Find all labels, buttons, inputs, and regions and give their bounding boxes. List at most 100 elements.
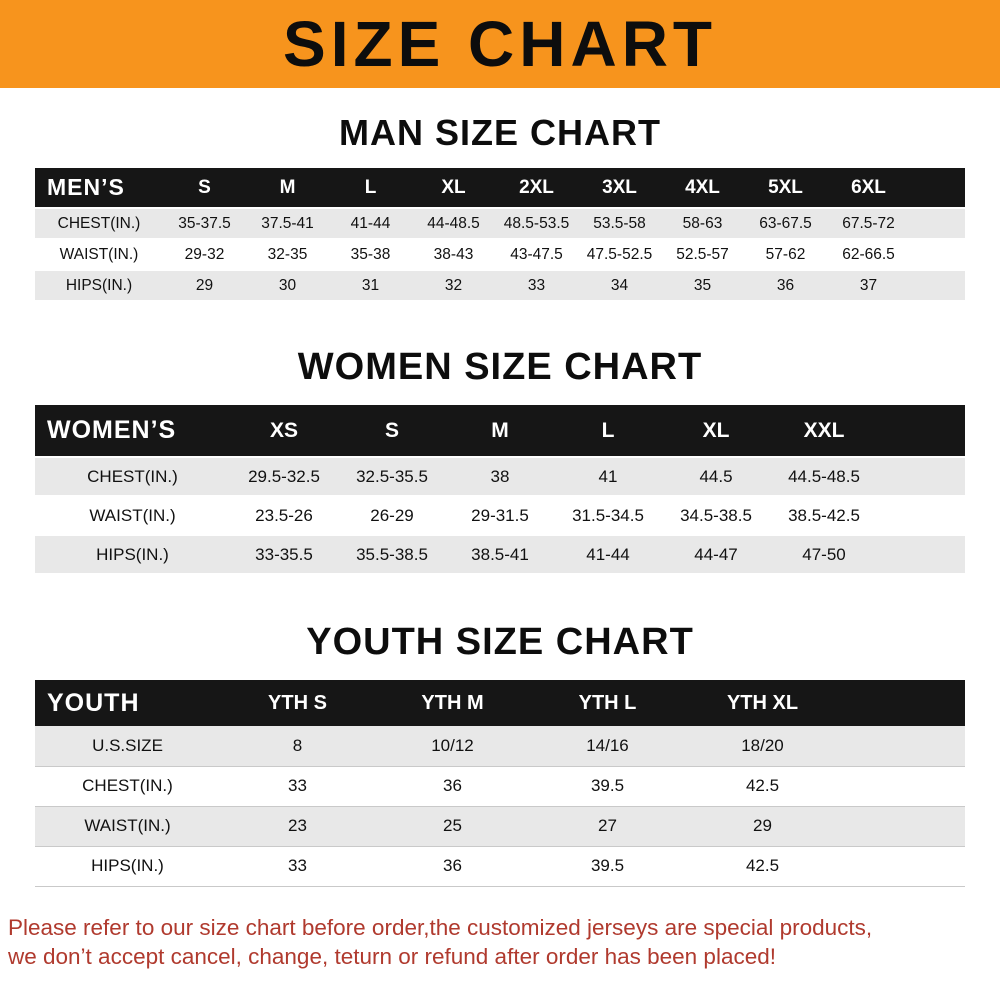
spacer-cell	[840, 846, 965, 886]
spacer-cell	[840, 726, 965, 766]
spacer-cell	[878, 405, 965, 457]
youth-size-col-header: YTH XL	[726, 691, 799, 714]
size-value-cell: 58-63	[682, 214, 723, 232]
men-size-col-header: 4XL	[685, 176, 720, 198]
size-value-cell: 34	[610, 276, 629, 294]
spacer-cell	[910, 168, 965, 208]
women-section-title: WOMEN SIZE CHART	[297, 346, 703, 388]
size-value-cell: 57-62	[765, 245, 806, 263]
size-value-cell: 42.5	[745, 856, 780, 875]
youth-header-row: YOUTH YTH S YTH M YTH L YTH XL	[35, 680, 965, 726]
size-value-cell: 30	[278, 276, 297, 294]
size-value-cell: 8	[292, 735, 303, 755]
size-value-cell: 41-44	[586, 544, 630, 564]
women-size-table: WOMEN’S XS S M L XL XXL CHEST(IN.) 29.5-…	[35, 405, 965, 575]
women-size-col-header: XL	[702, 418, 730, 442]
youth-size-table: YOUTH YTH S YTH M YTH L YTH XL U.S.SIZE …	[35, 680, 965, 887]
women-size-col-header: XXL	[803, 418, 845, 442]
women-header-row: WOMEN’S XS S M L XL XXL	[35, 405, 965, 457]
youth-size-col-header: YTH M	[421, 691, 484, 714]
banner-title: SIZE CHART	[283, 8, 717, 80]
size-value-cell: 32.5-35.5	[356, 466, 428, 486]
spacer-cell	[840, 766, 965, 806]
men-size-col-header: L	[364, 176, 377, 198]
row-label: U.S.SIZE	[92, 735, 163, 755]
men-size-table: MEN’S S M L XL 2XL 3XL 4XL 5XL 6XL CHEST…	[35, 168, 965, 302]
size-value-cell: 29.5-32.5	[248, 466, 320, 486]
notice-line-1: Please refer to our size chart before or…	[8, 914, 873, 940]
row-label: WAIST(IN.)	[59, 245, 139, 263]
size-value-cell: 43-47.5	[510, 245, 563, 263]
size-value-cell: 23	[288, 816, 307, 835]
size-value-cell: 38.5-42.5	[788, 505, 860, 525]
youth-hips-row: HIPS(IN.) 33 36 39.5 42.5	[35, 846, 965, 886]
youth-section-title: YOUTH SIZE CHART	[306, 621, 694, 663]
size-value-cell: 23.5-26	[255, 505, 313, 525]
size-value-cell: 39.5	[590, 776, 625, 795]
size-value-cell: 47-50	[802, 544, 846, 564]
size-value-cell: 29-32	[184, 245, 225, 263]
youth-size-col-header: YTH L	[578, 691, 637, 714]
size-value-cell: 29	[195, 276, 214, 294]
women-size-col-header: L	[601, 418, 615, 442]
men-size-col-header: 2XL	[519, 176, 554, 198]
size-value-cell: 27	[598, 816, 617, 835]
women-chest-row: CHEST(IN.) 29.5-32.5 32.5-35.5 38 41 44.…	[35, 457, 965, 496]
women-corner-label: WOMEN’S	[47, 416, 177, 444]
size-value-cell: 35-37.5	[178, 214, 231, 232]
size-value-cell: 44.5	[699, 466, 733, 486]
size-value-cell: 62-66.5	[842, 245, 895, 263]
youth-corner-label: YOUTH	[47, 688, 140, 717]
size-value-cell: 41-44	[350, 214, 391, 232]
size-value-cell: 33-35.5	[255, 544, 313, 564]
spacer-cell	[840, 806, 965, 846]
size-value-cell: 33	[288, 856, 307, 875]
size-value-cell: 42.5	[745, 776, 780, 795]
size-value-cell: 18/20	[741, 735, 784, 755]
men-chest-row: CHEST(IN.) 35-37.5 37.5-41 41-44 44-48.5…	[35, 208, 965, 239]
men-size-col-header: 6XL	[851, 176, 886, 198]
size-value-cell: 29-31.5	[471, 505, 529, 525]
men-size-col-header: M	[279, 176, 296, 198]
banner: SIZE CHART	[0, 0, 1000, 88]
women-size-col-header: S	[384, 418, 399, 442]
size-value-cell: 10/12	[431, 735, 474, 755]
men-waist-row: WAIST(IN.) 29-32 32-35 35-38 38-43 43-47…	[35, 239, 965, 270]
size-value-cell: 44.5-48.5	[788, 466, 860, 486]
size-value-cell: 47.5-52.5	[586, 245, 653, 263]
spacer-cell	[910, 270, 965, 301]
youth-waist-row: WAIST(IN.) 23 25 27 29	[35, 806, 965, 846]
men-size-col-header: 3XL	[602, 176, 637, 198]
size-value-cell: 36	[776, 276, 795, 294]
size-value-cell: 31.5-34.5	[572, 505, 644, 525]
notice-line-2: we don’t accept cancel, change, teturn o…	[8, 944, 776, 970]
youth-chest-row: CHEST(IN.) 33 36 39.5 42.5	[35, 766, 965, 806]
spacer-cell	[910, 208, 965, 239]
row-label: WAIST(IN.)	[89, 505, 176, 525]
row-label: HIPS(IN.)	[96, 544, 169, 564]
size-value-cell: 31	[361, 276, 380, 294]
size-value-cell: 52.5-57	[676, 245, 729, 263]
row-label: HIPS(IN.)	[91, 856, 164, 875]
men-corner-label: MEN’S	[47, 174, 125, 200]
size-value-cell: 63-67.5	[759, 214, 812, 232]
row-label: WAIST(IN.)	[84, 816, 171, 835]
men-size-col-header: S	[198, 176, 211, 198]
row-label: HIPS(IN.)	[65, 276, 133, 294]
size-value-cell: 36	[443, 856, 462, 875]
footer-notice: Please refer to our size chart before or…	[8, 913, 992, 972]
size-value-cell: 38.5-41	[471, 544, 529, 564]
spacer-cell	[878, 496, 965, 535]
spacer-cell	[910, 239, 965, 270]
size-value-cell: 34.5-38.5	[680, 505, 752, 525]
size-value-cell: 67.5-72	[842, 214, 895, 232]
size-value-cell: 32	[444, 276, 463, 294]
women-size-col-header: XS	[269, 418, 298, 442]
size-value-cell: 38-43	[433, 245, 474, 263]
size-value-cell: 35-38	[350, 245, 391, 263]
women-waist-row: WAIST(IN.) 23.5-26 26-29 29-31.5 31.5-34…	[35, 496, 965, 535]
size-value-cell: 44-48.5	[427, 214, 480, 232]
men-size-col-header: 5XL	[768, 176, 803, 198]
youth-size-col-header: YTH S	[268, 691, 327, 714]
size-value-cell: 39.5	[590, 856, 625, 875]
